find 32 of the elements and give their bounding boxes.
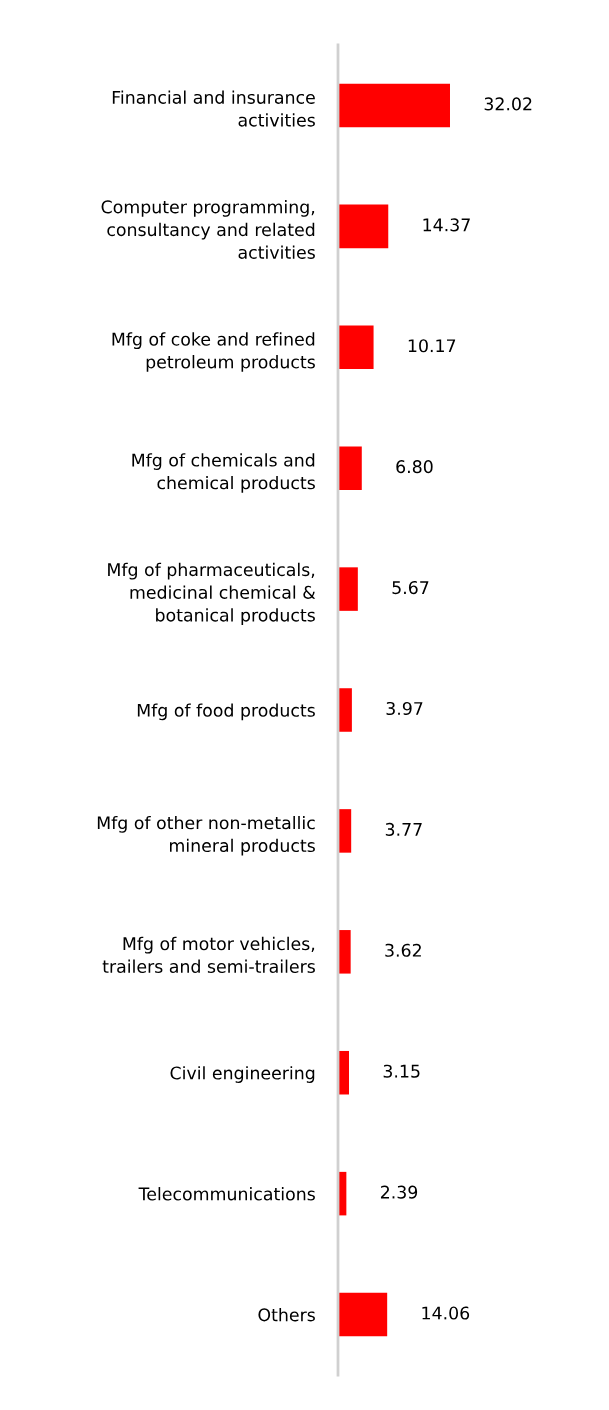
y-tick-label: Mfg of pharmaceuticals, medicinal chemical & botanical products [108,562,316,625]
data-label: 3.62 [385,943,421,957]
bar [338,567,358,611]
data-label: 3.77 [385,822,422,836]
data-label: 2.39 [380,1185,418,1199]
data-label: 3.15 [383,1064,420,1078]
data-label: 14.06 [422,1306,470,1320]
bar [338,1292,388,1337]
bar [338,688,352,732]
y-tick-label: Mfg of chemicals and chemical products [132,453,315,493]
data-label: 10.17 [408,339,456,353]
data-label: 3.97 [386,701,423,716]
bar [338,1050,350,1095]
y-tick-label: Mfg of other non-metallic mineral products [97,815,315,856]
bar [338,446,362,490]
y-tick-label: Computer programming, consultancy and related activities [101,200,315,259]
data-label: 14.37 [423,218,470,232]
y-tick-label: Mfg of food products [137,703,315,721]
bar [338,204,389,249]
y-tick-label: Telecommunications [138,1187,315,1201]
bar [338,809,352,853]
data-label: 32.02 [484,97,532,111]
y-tick-label: Mfg of coke and refined petroleum products [112,332,315,372]
data-label: 6.80 [396,460,433,474]
bar [338,83,450,128]
bar [338,930,351,974]
y-tick-label: Mfg of motor vehicles, trailers and semi-trailers [102,936,315,973]
y-tick-label: Financial and insurance activities [112,90,315,127]
data-label: 5.67 [392,581,429,595]
bar [338,325,374,370]
y-tick-label: Others [258,1307,315,1322]
y-tick-label: Civil engineering [170,1066,315,1083]
